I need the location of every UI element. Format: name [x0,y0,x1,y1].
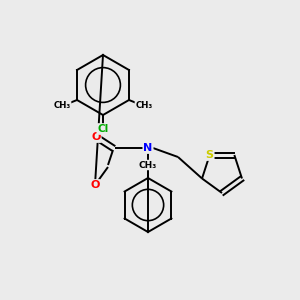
Text: O: O [91,132,101,142]
Text: CH₃: CH₃ [135,101,153,110]
Text: S: S [206,150,214,160]
Text: Cl: Cl [98,124,109,134]
Text: CH₃: CH₃ [139,160,157,169]
Text: N: N [143,143,153,153]
Text: O: O [90,180,100,190]
Text: CH₃: CH₃ [53,101,70,110]
